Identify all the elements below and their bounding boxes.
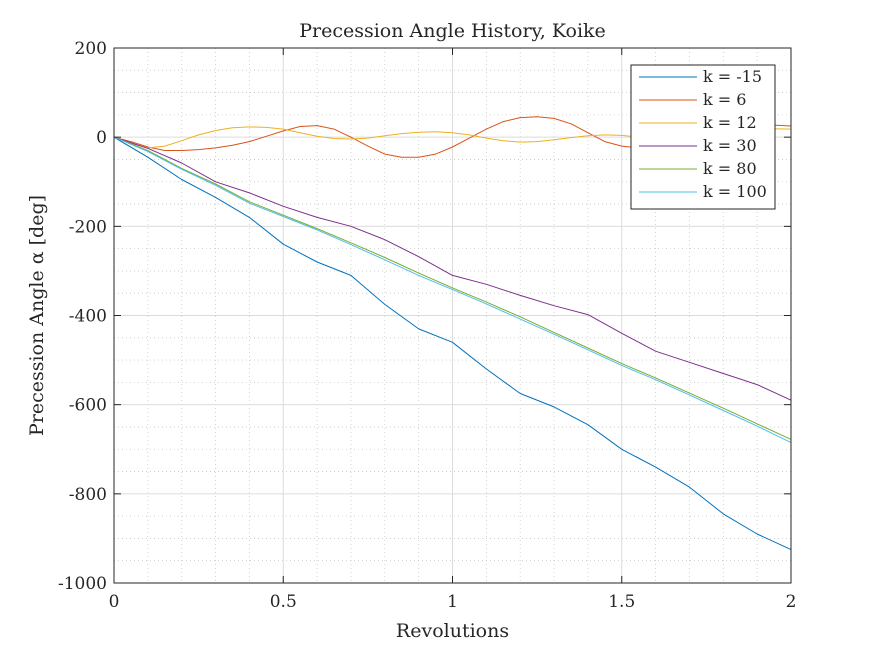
series-line-5: [113, 136, 792, 444]
legend-label: k = 30: [703, 136, 757, 155]
legend-label: k = -15: [703, 67, 762, 86]
x-tick-label: 1: [447, 592, 458, 612]
major-grid: [114, 48, 791, 583]
x-tick-label: 0.5: [270, 592, 297, 612]
x-axis-label: Revolutions: [396, 620, 509, 642]
series-line-3: [113, 136, 792, 401]
series-line-0: [113, 136, 792, 551]
tick-labels: 0 0.5 1 1.5 2 -1000 -800 -600 -400 -200 0 200: [58, 39, 796, 612]
y-tick-label: -600: [69, 396, 107, 416]
y-tick-label: 0: [96, 128, 107, 148]
y-tick-label: 200: [75, 39, 107, 59]
x-tick-label: 1.5: [608, 592, 635, 612]
y-tick-label: -1000: [58, 574, 107, 594]
legend-label: k = 100: [703, 182, 767, 201]
legend-label: k = 80: [703, 159, 757, 178]
legend-label: k = 6: [703, 90, 746, 109]
y-tick-label: -800: [69, 485, 107, 505]
y-tick-label: -400: [69, 307, 107, 327]
legend: k = -15 k = 6 k = 12 k = 30 k = 80 k = 100: [630, 64, 776, 210]
axis-ticks: [113, 47, 792, 584]
y-tick-label: -200: [69, 217, 107, 237]
y-axis-label: Precession Angle α [deg]: [26, 195, 48, 436]
chart-title: Precession Angle History, Koike: [299, 20, 606, 42]
x-tick-label: 2: [786, 592, 797, 612]
series-line-4: [113, 136, 792, 440]
legend-label: k = 12: [703, 113, 757, 132]
legend-box: [630, 64, 776, 210]
x-tick-label: 0: [109, 592, 120, 612]
